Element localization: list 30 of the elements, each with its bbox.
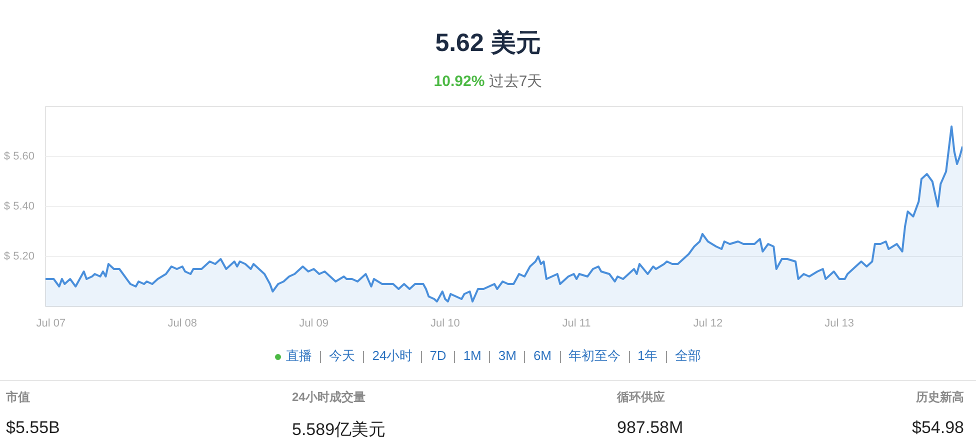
text: 987.58M: [617, 418, 684, 438]
x-tick-label: Jul 13: [824, 318, 854, 330]
text: 全部: [674, 348, 701, 363]
x-tick-label: Jul 07: [36, 318, 66, 330]
text: 1年: [638, 348, 658, 363]
text: 历史新高: [915, 389, 964, 406]
x-tick-label: Jul 09: [299, 318, 328, 330]
y-tick-label: $ 5.60: [4, 150, 35, 162]
chart-title: 5.62 美元: [434, 28, 542, 59]
text: 市值: [6, 389, 31, 406]
y-tick-label: $ 5.20: [4, 250, 35, 262]
text: 1M: [463, 348, 482, 363]
text: 24小时成交量: [292, 389, 366, 406]
text: 今天: [329, 348, 356, 363]
text: 6M: [533, 348, 552, 363]
text: $5.55B: [6, 418, 60, 438]
y-tick-label: $ 5.40: [4, 200, 35, 212]
x-tick-label: Jul 10: [430, 318, 460, 330]
x-tick-label: Jul 08: [168, 318, 198, 330]
chart-subtitle: 10.92% 过去7天: [434, 73, 542, 90]
text: 3M: [498, 348, 516, 363]
text: $54.98: [912, 418, 964, 438]
text: 年初至今: [568, 348, 621, 363]
text: 直播: [286, 348, 312, 363]
x-tick-label: Jul 12: [693, 318, 723, 330]
x-tick-label: Jul 11: [562, 318, 591, 330]
text: 24小时: [372, 348, 413, 363]
text: 7D: [430, 348, 446, 363]
text: 循环供应: [617, 389, 666, 406]
text: 5.589亿美元: [292, 419, 386, 441]
